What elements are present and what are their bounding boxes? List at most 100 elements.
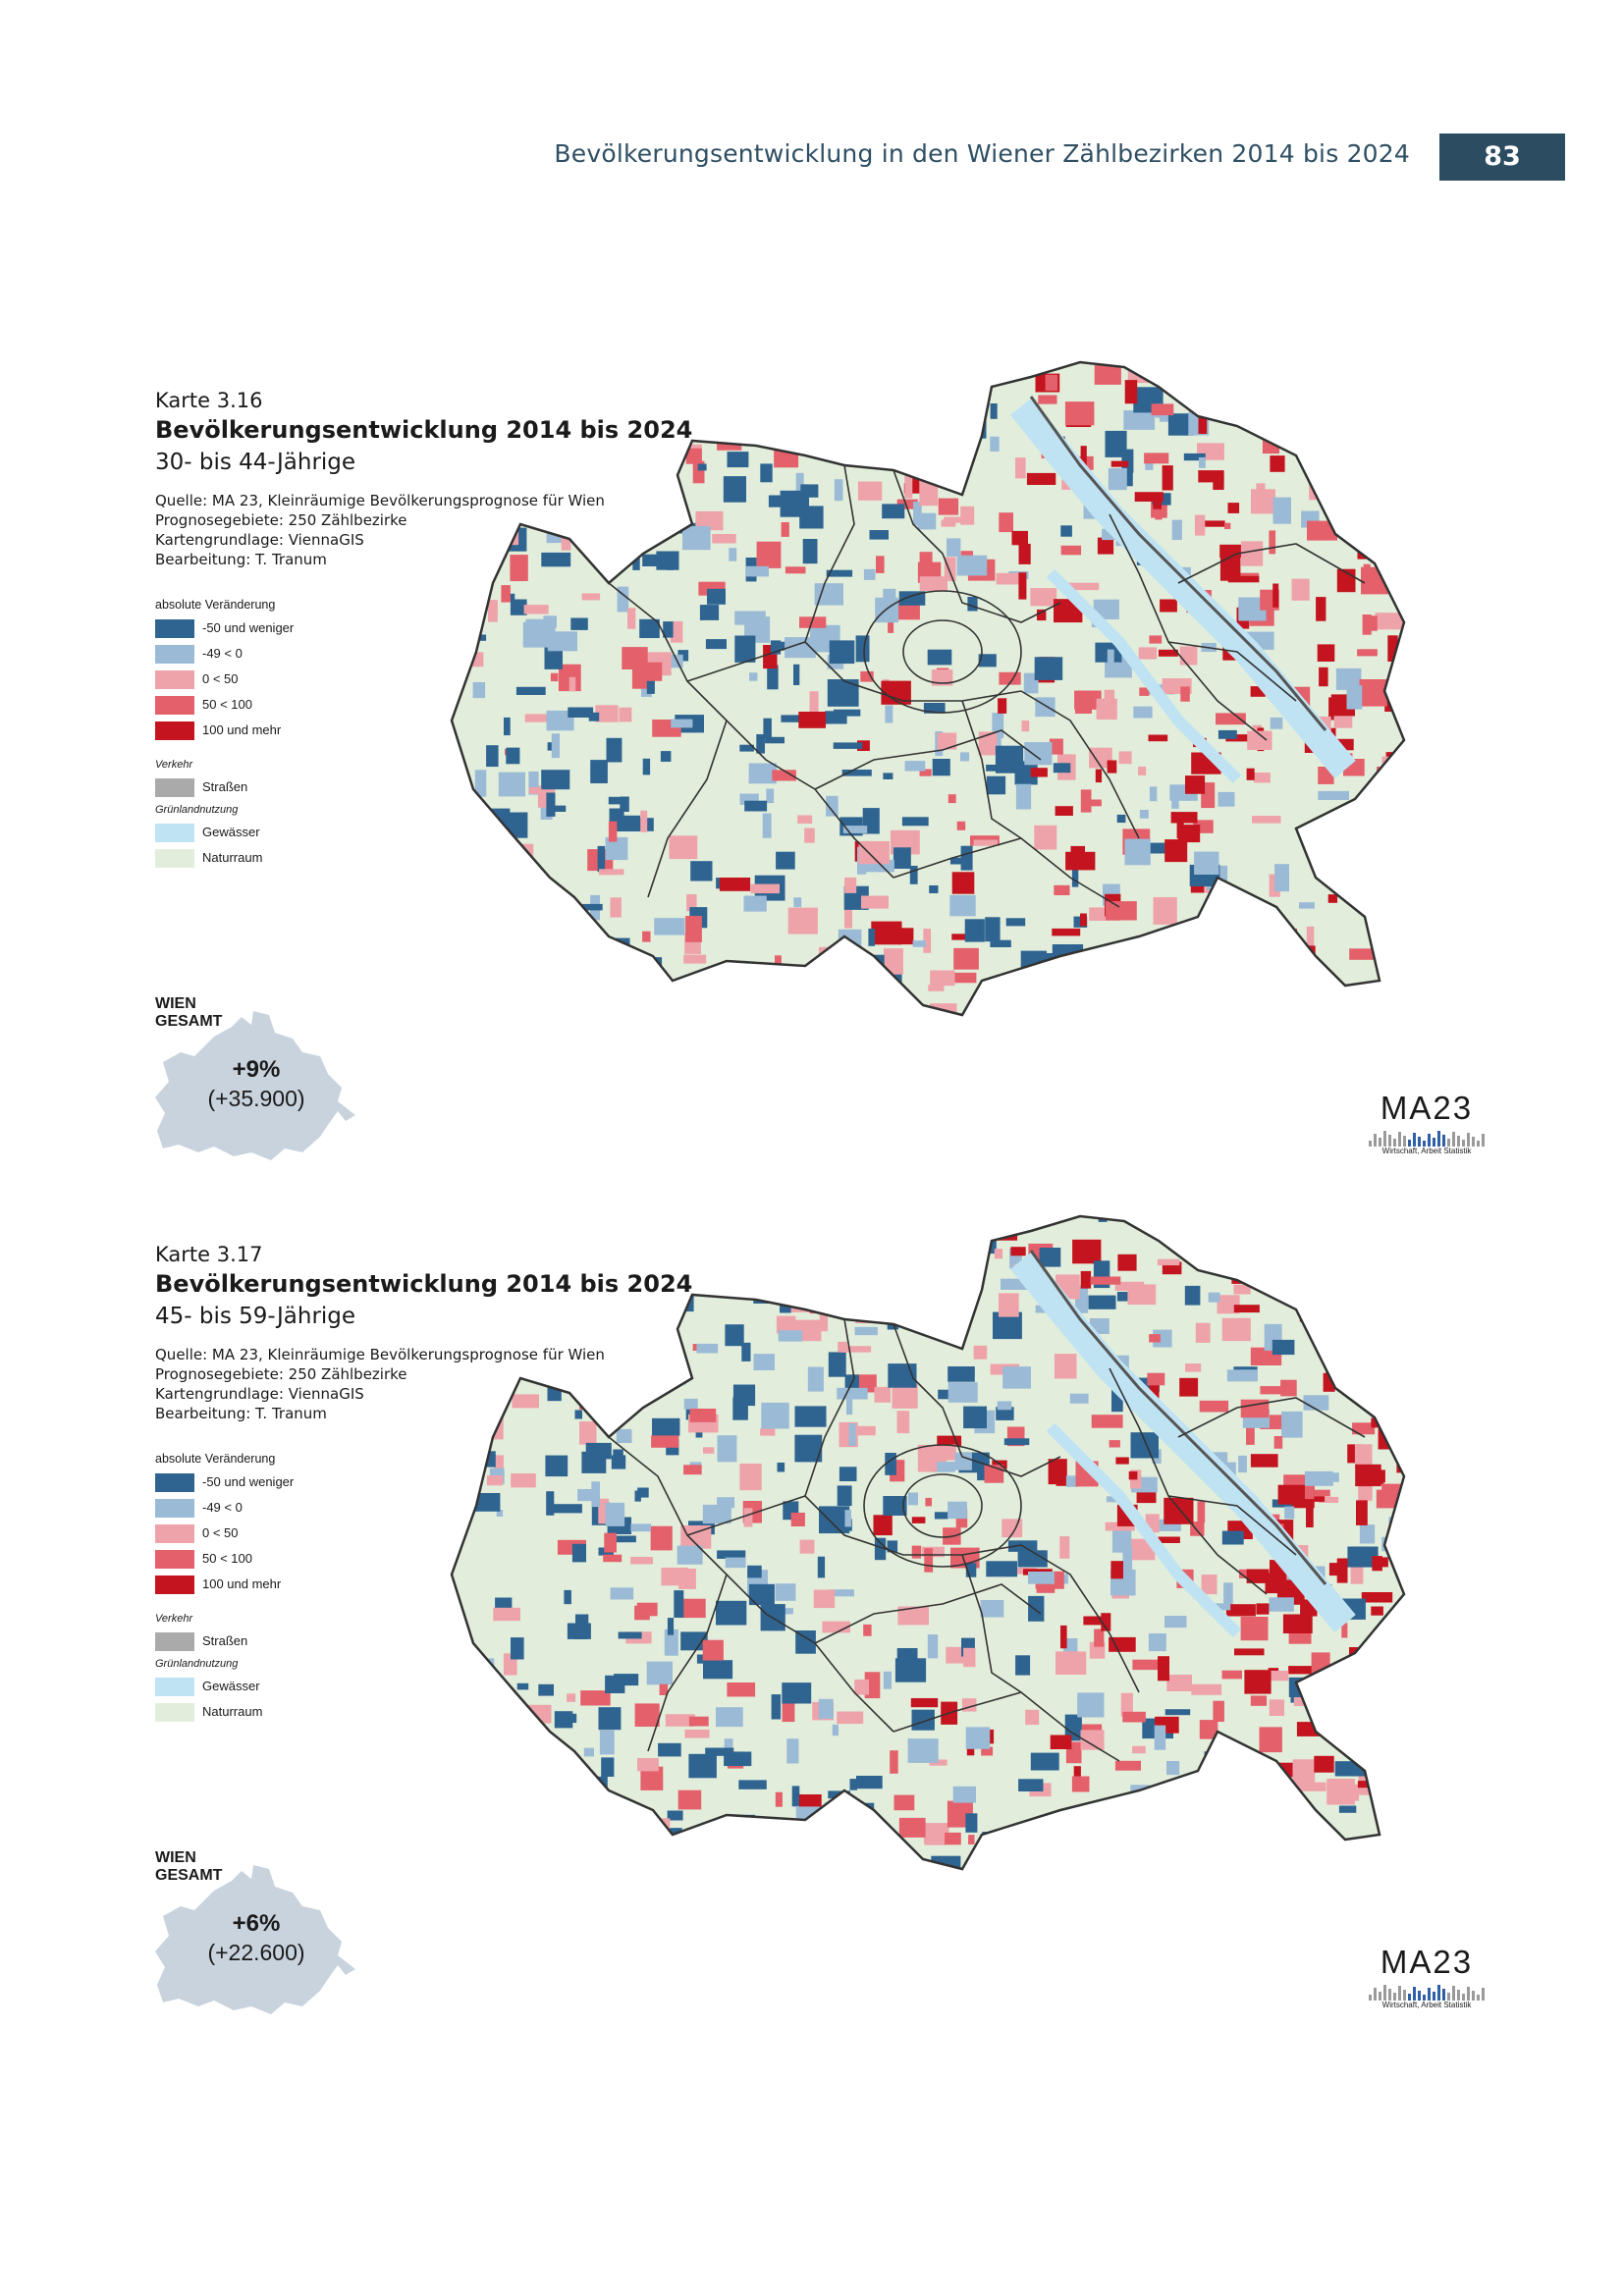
district-patch [1331, 1231, 1350, 1250]
district-patch [575, 1367, 594, 1392]
district-patch [923, 703, 946, 714]
district-patch [1316, 597, 1326, 621]
district-patch [725, 1324, 744, 1347]
district-patch [869, 530, 889, 540]
district-patch [826, 569, 853, 577]
logo-bar [1403, 1990, 1406, 2001]
district-patch [601, 530, 615, 546]
district-patch [546, 792, 556, 817]
district-patch [667, 1810, 683, 1821]
district-patch [1218, 729, 1237, 739]
district-patch [712, 534, 736, 544]
district-patch [535, 1363, 551, 1375]
district-patch [664, 1629, 678, 1656]
district-patch [636, 1602, 658, 1617]
district-patch [1105, 430, 1127, 457]
legend-heading: absolute Veränderung [155, 1452, 276, 1466]
district-patch [1381, 441, 1404, 459]
district-patch [760, 1428, 776, 1436]
district-patch [636, 966, 657, 986]
logo-bar [1467, 1987, 1470, 2001]
logo-bar [1437, 1985, 1440, 2001]
legend-swatch [155, 778, 194, 797]
logo-bar [1433, 1138, 1435, 1147]
logo-bar [1472, 1137, 1475, 1147]
district-patch [798, 712, 826, 728]
district-patch [949, 972, 977, 984]
legend-group-gruen: Grünlandnutzung [155, 804, 239, 816]
district-patch [1346, 1854, 1372, 1869]
source-line: Prognosegebiete: 250 Zählbezirke [155, 511, 407, 529]
district-patch [1149, 1378, 1160, 1399]
district-patch [1003, 1438, 1030, 1446]
district-patch [1392, 1700, 1404, 1709]
district-patch [1339, 1216, 1351, 1237]
district-patch [1198, 412, 1208, 434]
district-patch [1250, 686, 1266, 697]
district-patch [1141, 988, 1169, 998]
legend-swatch [155, 1550, 194, 1569]
district-patch [570, 1713, 577, 1724]
district-patch [1215, 1854, 1230, 1865]
district-patch [823, 1845, 840, 1860]
district-patch [1200, 1829, 1224, 1847]
district-patch [1314, 1755, 1334, 1773]
district-patch [899, 1223, 920, 1240]
district-patch [1077, 1692, 1105, 1718]
district-patch [785, 637, 816, 659]
district-patch [578, 989, 598, 1013]
district-patch [1326, 994, 1340, 1014]
district-patch [717, 1550, 746, 1559]
district-patch [808, 998, 838, 1015]
district-patch [1189, 931, 1199, 952]
district-patch [883, 1496, 907, 1516]
district-patch [794, 425, 821, 454]
district-patch [492, 934, 508, 951]
district-patch [1354, 488, 1382, 510]
wien-label-line: GESAMT [155, 1013, 223, 1030]
district-patch [1232, 1793, 1240, 1800]
district-patch [670, 620, 683, 643]
district-patch [938, 498, 959, 515]
district-patch [1346, 685, 1363, 710]
district-patch [504, 966, 515, 979]
source-line: Quelle: MA 23, Kleinräumige Bevölkerungs… [155, 1346, 605, 1363]
district-patch [1090, 799, 1102, 807]
district-patch [1234, 1648, 1265, 1656]
district-patch [990, 939, 1011, 947]
district-patch [743, 1226, 772, 1253]
district-patch [1191, 1683, 1222, 1695]
wien-total-absolute: (+35.900) [207, 1086, 305, 1111]
district-patch [477, 1698, 495, 1714]
district-patch [846, 1397, 853, 1415]
logo-bar [1437, 1131, 1440, 1147]
district-patch [1080, 913, 1087, 927]
district-patch [1151, 403, 1174, 416]
district-patch [952, 1311, 960, 1321]
district-patch [1378, 1712, 1390, 1723]
district-patch [901, 817, 929, 827]
district-patch [1194, 851, 1219, 875]
district-patch [598, 988, 614, 1013]
district-patch [1296, 1218, 1313, 1241]
wien-total-percent: +9% [232, 1056, 281, 1083]
district-patch [1291, 578, 1310, 601]
district-patch [957, 452, 975, 459]
district-patch [1111, 1388, 1123, 1413]
district-patch [496, 1510, 504, 1517]
district-patch [1083, 1616, 1110, 1626]
district-patch [1274, 929, 1297, 944]
district-patch [1398, 1599, 1404, 1623]
district-patch [981, 999, 990, 1015]
district-patch [667, 1618, 675, 1635]
district-patch [995, 745, 1024, 774]
district-patch [1272, 497, 1291, 524]
legend-item: 100 und mehr [155, 720, 281, 745]
district-patch [1341, 392, 1367, 408]
district-patch [1018, 543, 1031, 564]
district-patch [799, 506, 824, 529]
district-patch [760, 463, 773, 483]
district-patch [1378, 863, 1396, 887]
district-patch [1128, 1470, 1138, 1480]
district-patch [680, 1631, 708, 1651]
